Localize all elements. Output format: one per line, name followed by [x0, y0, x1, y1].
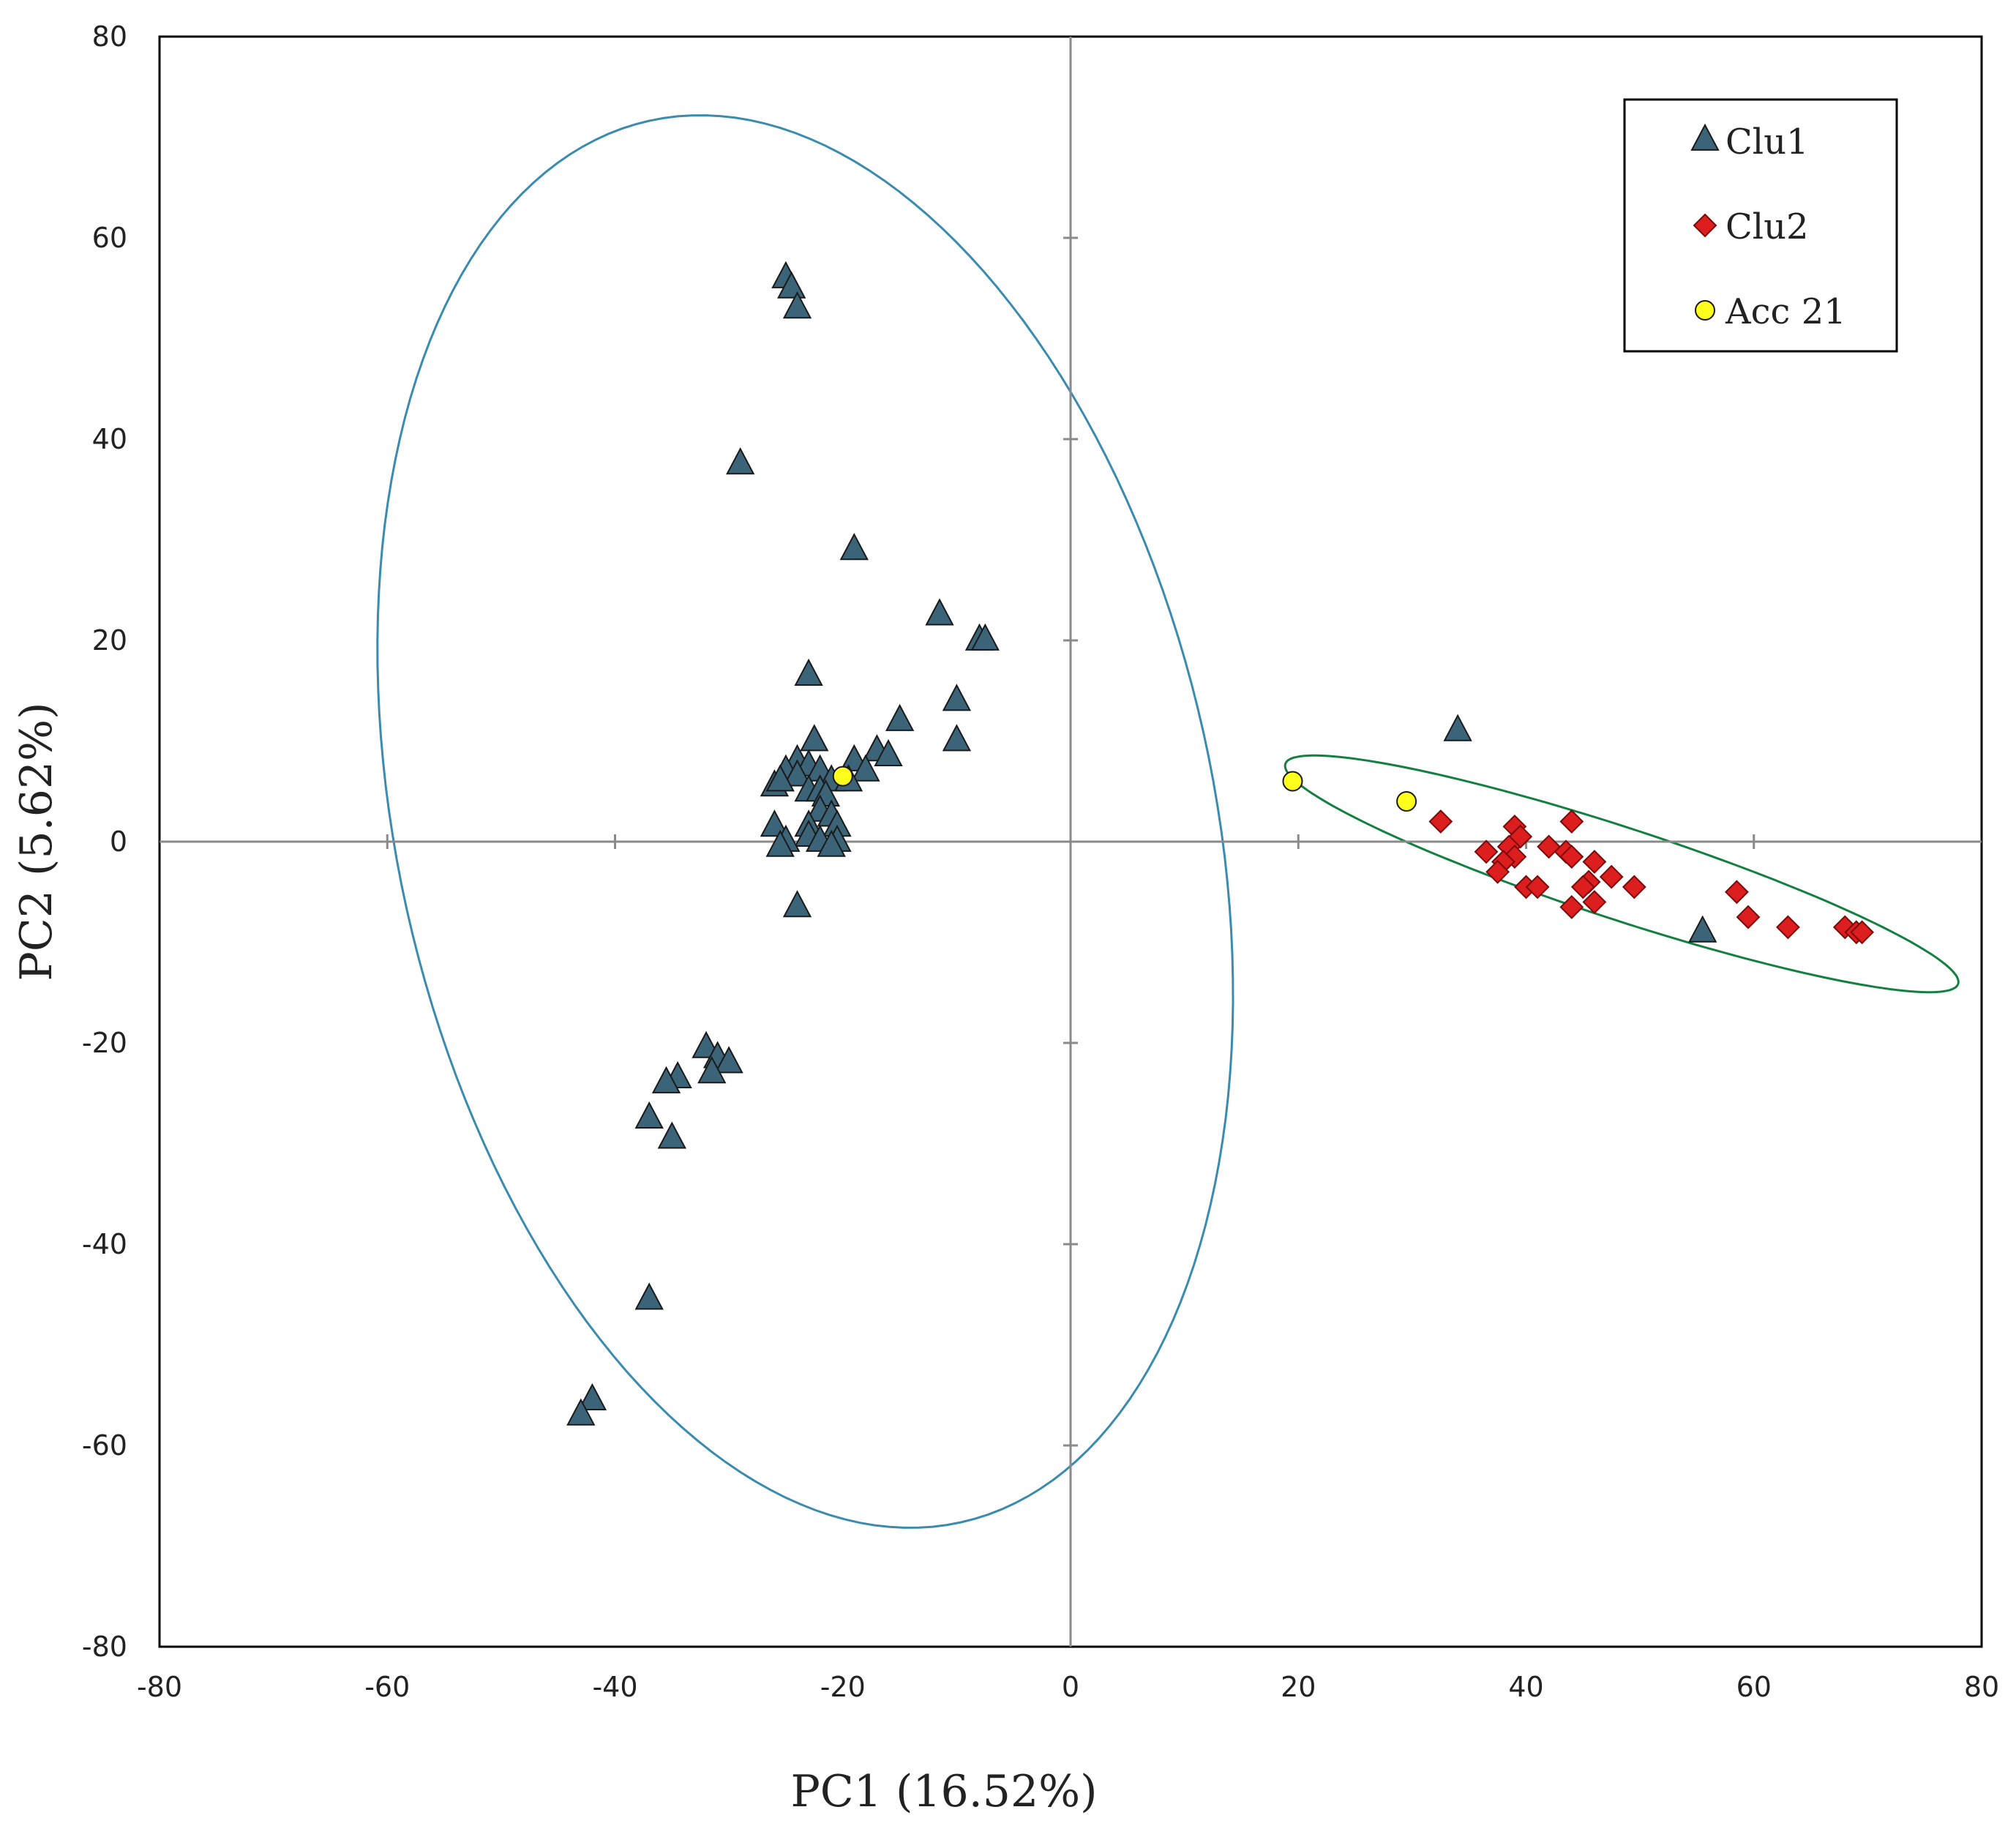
clu1-point — [925, 598, 954, 626]
clu2-point — [1724, 880, 1749, 905]
legend-marker-clu2 — [1693, 213, 1717, 238]
legend-label-clu2: Clu2 — [1725, 206, 1809, 247]
clu2-point — [1582, 890, 1607, 914]
clu1-point — [634, 1101, 664, 1129]
clu1-point — [566, 1398, 596, 1426]
clu2-point — [1559, 894, 1584, 919]
x-axis-title: PC1 (16.52%) — [790, 1766, 1097, 1817]
clu1-point — [851, 754, 880, 782]
points-layer — [566, 261, 1875, 1426]
x-tick-label: 0 — [1062, 1671, 1079, 1703]
clu2-point — [1775, 915, 1800, 940]
clu1-point — [577, 1383, 607, 1410]
clu1-point — [634, 1282, 664, 1310]
acc21-point — [1396, 791, 1417, 812]
clu2-point — [1582, 850, 1607, 874]
clu1-point — [794, 658, 823, 686]
y-tick-label: 40 — [92, 423, 127, 455]
clu2-point — [1599, 864, 1624, 889]
clu1-point — [697, 1056, 727, 1084]
clu2-point — [1428, 809, 1453, 834]
ellipse-layer — [376, 114, 1960, 1529]
clu1-point — [765, 764, 795, 792]
legend: Clu1 Clu2 Acc 21 — [1623, 98, 1898, 353]
y-tick-label: -80 — [82, 1631, 127, 1663]
legend-marker-acc21 — [1695, 300, 1715, 321]
acc21-point — [832, 766, 853, 787]
clu1-point — [970, 623, 1000, 651]
clu2-point — [1850, 920, 1875, 945]
x-tick-label: 80 — [1964, 1671, 1999, 1703]
cluster-2-ellipse — [1284, 754, 1960, 994]
clu1-point — [765, 829, 795, 857]
clu1-point — [714, 1046, 743, 1074]
y-axis-title: PC2 (5.62%) — [11, 703, 62, 981]
clu1-point — [817, 829, 846, 857]
clu1-point — [1688, 915, 1717, 943]
y-tick-label: 80 — [92, 20, 127, 53]
tick-layer: -80 -60 -40 -20 0 20 40 60 80 -80 -60 -40 -20 0 20 40 60… — [82, 20, 1999, 1703]
clu1-point — [874, 738, 903, 766]
clu2-point — [1474, 839, 1499, 864]
clu1-point — [942, 684, 972, 711]
clu2-point — [1570, 875, 1595, 899]
y-tick-label: 60 — [92, 222, 127, 254]
clu2-point — [1525, 875, 1550, 899]
x-tick-label: 60 — [1736, 1671, 1772, 1703]
y-tick-label: 0 — [110, 826, 127, 858]
x-tick-label: 40 — [1508, 1671, 1543, 1703]
clu2-point — [1537, 834, 1562, 859]
clu2-point — [1559, 845, 1584, 869]
legend-label-acc21: Acc 21 — [1725, 291, 1846, 332]
clu2-point — [1622, 875, 1646, 899]
y-tick-label: -40 — [82, 1228, 127, 1260]
clu1-point — [760, 809, 790, 837]
y-tick-label: -20 — [82, 1027, 127, 1059]
clu1-point — [1443, 714, 1472, 741]
clu1-point — [657, 1121, 686, 1149]
acc21-point — [1282, 771, 1303, 792]
legend-label-clu1: Clu1 — [1725, 121, 1809, 162]
x-tick-label: 20 — [1281, 1671, 1316, 1703]
clu1-point — [777, 271, 806, 299]
clu1-point — [800, 724, 829, 752]
clu1-point — [885, 703, 915, 731]
clu1-point — [782, 291, 812, 319]
clu2-point — [1485, 859, 1510, 884]
legend-box — [1623, 98, 1898, 353]
y-tick-label: 20 — [92, 624, 127, 656]
legend-marker-clu1 — [1690, 123, 1720, 151]
clu1-point — [782, 890, 812, 918]
clu1-point — [726, 447, 755, 475]
y-tick-label: -60 — [82, 1429, 127, 1462]
x-tick-label: -20 — [820, 1671, 866, 1703]
clu1-point — [782, 759, 812, 787]
x-tick-label: -40 — [592, 1671, 637, 1703]
clu1-point — [651, 1066, 681, 1093]
clu1-point — [839, 533, 869, 561]
x-tick-label: -60 — [364, 1671, 410, 1703]
cluster-1-ellipse — [376, 114, 1234, 1529]
legend-markers — [1690, 123, 1720, 321]
x-tick-label: -80 — [137, 1671, 182, 1703]
clu2-point — [1559, 809, 1584, 834]
clu1-point — [942, 724, 972, 752]
clu2-point — [1736, 905, 1761, 929]
